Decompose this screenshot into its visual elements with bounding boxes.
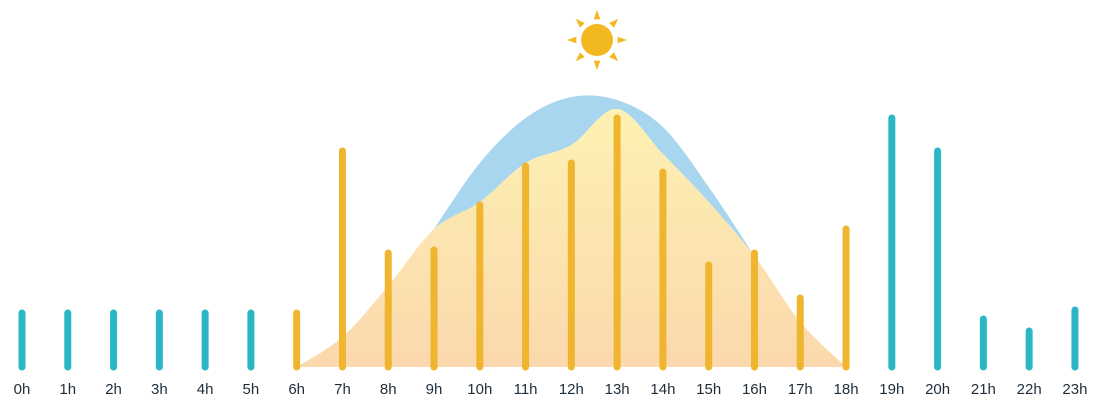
tick-label-4h: 4h: [197, 381, 214, 398]
tick-label-1h: 1h: [59, 381, 76, 398]
tick-label-14h: 14h: [650, 381, 675, 398]
tick-label-12h: 12h: [559, 381, 584, 398]
tick-label-22h: 22h: [1017, 381, 1042, 398]
tick-label-17h: 17h: [788, 381, 813, 398]
tick-label-6h: 6h: [288, 381, 305, 398]
tick-label-10h: 10h: [467, 381, 492, 398]
tick-label-23h: 23h: [1062, 381, 1087, 398]
tick-label-13h: 13h: [605, 381, 630, 398]
tick-label-3h: 3h: [151, 381, 168, 398]
sun-ray: [617, 36, 627, 44]
tick-label-0h: 0h: [14, 381, 31, 398]
bars-group: [18, 114, 1079, 371]
tick-label-8h: 8h: [380, 381, 397, 398]
tick-label-21h: 21h: [971, 381, 996, 398]
sun-ray: [609, 52, 619, 62]
tick-label-16h: 16h: [742, 381, 767, 398]
tick-label-7h: 7h: [334, 381, 351, 398]
tick-label-11h: 11h: [514, 381, 538, 398]
tick-label-9h: 9h: [426, 381, 443, 398]
tick-label-18h: 18h: [834, 381, 859, 398]
tick-label-20h: 20h: [925, 381, 950, 398]
sun-ray: [593, 10, 601, 20]
sun-ray: [593, 60, 601, 70]
tick-label-2h: 2h: [105, 381, 122, 398]
solar-potential-area: [434, 95, 755, 256]
tick-label-19h: 19h: [879, 381, 904, 398]
sun-ray: [567, 36, 577, 44]
sun-disc: [581, 24, 613, 56]
sun-icon: [567, 10, 627, 70]
tick-labels-group: 0h 1h 2h 3h 4h 5h 6h 7h 8h 9h 10h 11h 12h 13h 14h 15h 16…: [14, 381, 1088, 398]
sun-ray: [575, 18, 585, 28]
tick-label-15h: 15h: [696, 381, 721, 398]
sun-ray: [575, 52, 585, 62]
tick-label-5h: 5h: [243, 381, 260, 398]
sun-ray: [609, 18, 619, 28]
